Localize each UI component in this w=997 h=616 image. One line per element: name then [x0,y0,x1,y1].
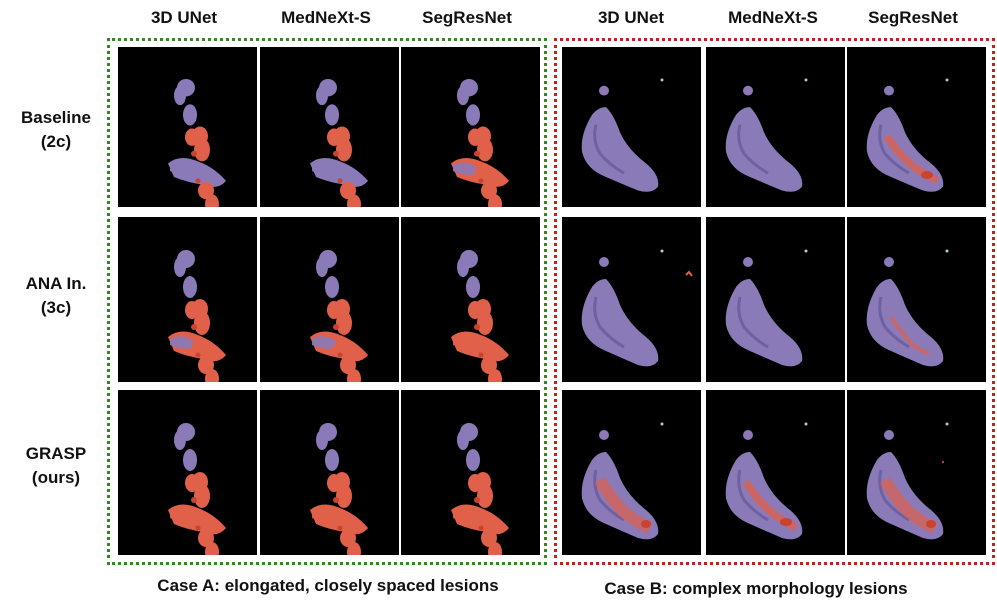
panel-case-b-grasp-segresnet [847,390,986,555]
col-header-b-segresnet: SegResNet [868,8,958,27]
panel-case-b-ana-segresnet [847,217,986,382]
case-b-group-box [554,38,995,565]
caption-case-b: Case B: complex morphology lesions [604,579,908,598]
segmentation-render [581,78,664,192]
segmentation-render [866,78,949,192]
segmentation-render [725,78,808,192]
panel-case-a-grasp-3dunet [118,390,257,555]
segmentation-render [310,79,368,207]
col-header-a-segresnet: SegResNet [422,8,512,27]
col-header-a-mednext: MedNeXt-S [281,8,371,27]
row-label-baseline: Baseline (2c) [4,106,108,154]
segmentation-render [310,423,368,555]
panel-case-a-ana-3dunet [118,217,257,382]
panel-case-a-ana-mednext [260,217,399,382]
panel-case-b-ana-3dunet [562,217,701,382]
segmentation-render [168,423,226,555]
col-header-b-mednext: MedNeXt-S [728,8,818,27]
segmentation-render [725,249,808,367]
panel-case-b-baseline-segresnet [847,47,986,207]
segmentation-render [866,422,949,540]
segmentation-render [581,249,693,367]
panel-case-b-ana-mednext [706,217,845,382]
segmentation-render [451,79,509,207]
segmentation-render [168,250,226,382]
panel-case-a-grasp-segresnet [401,390,540,555]
panel-case-a-grasp-mednext [260,390,399,555]
panel-case-b-grasp-mednext [706,390,845,555]
panel-case-b-baseline-3dunet [562,47,701,207]
panel-case-a-ana-segresnet [401,217,540,382]
segmentation-render [725,422,808,540]
row-label-ana: ANA In. (3c) [4,272,108,320]
panel-case-a-baseline-segresnet [401,47,540,207]
panel-case-a-baseline-mednext [260,47,399,207]
row-label-baseline-line2: (2c) [40,132,72,151]
col-header-b-3dunet: 3D UNet [597,8,665,27]
segmentation-render [168,79,226,207]
row-label-baseline-line1: Baseline [21,108,91,127]
row-label-grasp: GRASP (ours) [4,442,108,490]
segmentation-render [451,250,509,382]
segmentation-render [310,250,368,382]
col-header-a-3dunet: 3D UNet [150,8,218,27]
segmentation-render [581,422,664,540]
row-label-ana-line1: ANA In. [25,274,87,293]
caption-case-a: Case A: elongated, closely spaced lesion… [157,576,499,595]
panel-case-b-grasp-3dunet [562,390,701,555]
segmentation-render [451,423,509,555]
row-label-ana-line2: (3c) [40,298,72,317]
panel-case-a-baseline-3dunet [118,47,257,207]
segmentation-render [866,249,949,367]
row-label-grasp-line1: GRASP [25,444,87,463]
case-a-group-box [107,38,547,565]
row-label-grasp-line2: (ours) [31,468,81,487]
panel-case-b-baseline-mednext [706,47,845,207]
